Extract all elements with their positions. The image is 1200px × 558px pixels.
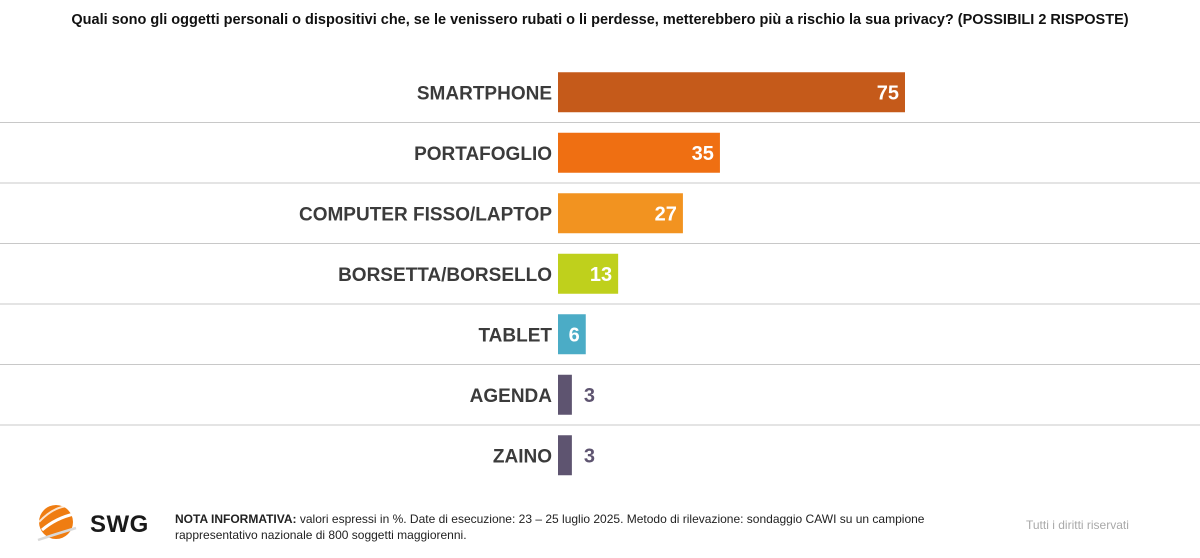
bar-smartphone — [558, 72, 905, 113]
brand-name: SWG — [90, 511, 149, 538]
swg-logo-icon — [37, 505, 77, 542]
chart-title: Quali sono gli oggetti personali o dispo… — [71, 12, 1129, 28]
value-label: 27 — [655, 203, 677, 225]
value-label: 3 — [584, 385, 595, 407]
category-label: PORTAFOGLIO — [414, 144, 552, 165]
value-label: 35 — [692, 143, 714, 165]
bar-computer-fisso-laptop — [558, 193, 683, 234]
copyright-text: Tutti i diritti riservati — [1026, 518, 1129, 532]
bar-chart: SMARTPHONE 75 PORTAFOGLIO 35 COMPUTER FISSO/… — [0, 72, 1200, 476]
value-label: 13 — [590, 264, 612, 286]
category-label: BORSETTA/BORSELLO — [338, 265, 552, 286]
value-label: 6 — [569, 324, 580, 346]
category-label: COMPUTER FISSO/LAPTOP — [299, 204, 552, 225]
bar-portafoglio — [558, 132, 720, 173]
footer-note: NOTA INFORMATIVA: valori espressi in %. … — [175, 511, 965, 543]
note-text: valori espressi in %. Date di esecuzione… — [175, 512, 925, 542]
value-label: 75 — [877, 82, 899, 104]
note-label: NOTA INFORMATIVA: — [175, 512, 297, 526]
value-label: 3 — [584, 445, 595, 467]
bar-zaino — [558, 435, 572, 476]
category-label: TABLET — [478, 325, 552, 346]
category-label: AGENDA — [470, 386, 553, 407]
category-label: ZAINO — [493, 446, 552, 467]
bar-borsetta-borsello — [558, 253, 619, 294]
bar-tablet — [558, 314, 586, 355]
bar-agenda — [558, 374, 572, 415]
category-label: SMARTPHONE — [417, 83, 552, 104]
